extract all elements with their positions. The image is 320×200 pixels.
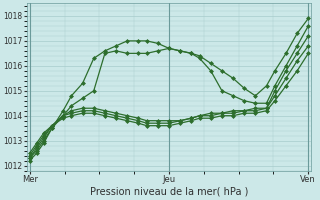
X-axis label: Pression niveau de la mer( hPa ): Pression niveau de la mer( hPa ) <box>90 187 248 197</box>
